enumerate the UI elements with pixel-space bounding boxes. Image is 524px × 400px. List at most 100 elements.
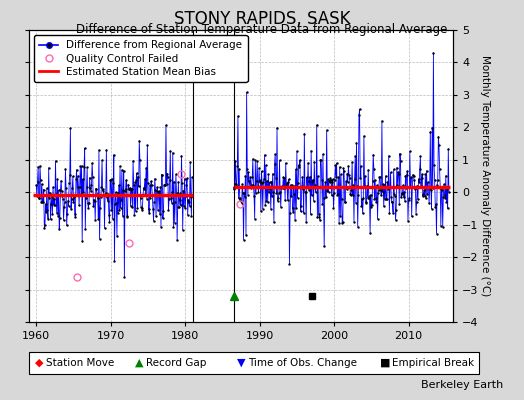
Point <box>312 184 320 190</box>
Point <box>429 184 437 191</box>
Point <box>286 210 294 216</box>
Point <box>233 162 242 169</box>
Point <box>163 174 172 180</box>
Point <box>445 189 453 195</box>
Point <box>112 200 121 206</box>
Point <box>336 213 344 219</box>
Point <box>115 182 123 188</box>
Point <box>246 174 255 180</box>
Point <box>374 189 383 196</box>
Point <box>352 140 361 146</box>
Point <box>305 174 314 180</box>
Point <box>346 191 354 197</box>
Point <box>88 182 96 188</box>
Point <box>419 193 427 200</box>
Point <box>406 148 414 155</box>
Point <box>411 185 420 191</box>
Point <box>266 186 275 192</box>
Point <box>49 201 58 208</box>
Point <box>234 113 242 119</box>
Point <box>80 164 88 170</box>
Point <box>314 210 323 217</box>
Point <box>260 176 268 182</box>
Point <box>318 200 326 207</box>
Point <box>304 187 313 193</box>
Point <box>415 179 423 185</box>
Point <box>85 200 93 206</box>
Point <box>250 192 258 199</box>
Point <box>93 195 102 201</box>
Point <box>430 177 439 183</box>
Point <box>112 189 120 195</box>
Point <box>414 196 422 203</box>
Point <box>442 199 451 206</box>
Point <box>378 118 386 124</box>
Point <box>310 159 319 165</box>
Point <box>143 195 151 202</box>
Point <box>149 218 158 224</box>
Point <box>82 184 91 191</box>
Point <box>134 174 142 180</box>
Point <box>314 173 322 179</box>
Point <box>308 178 316 185</box>
Point <box>288 205 297 211</box>
Point <box>401 198 409 204</box>
Point <box>142 165 150 171</box>
Point <box>66 172 74 179</box>
Point <box>94 216 103 222</box>
Point <box>150 199 158 205</box>
Point <box>420 187 428 194</box>
Point <box>92 185 100 192</box>
Point <box>421 171 430 177</box>
Text: ◆: ◆ <box>35 358 43 368</box>
Point <box>48 194 56 200</box>
Point <box>439 194 447 200</box>
Point <box>100 225 108 231</box>
Point <box>388 199 396 206</box>
Point <box>354 192 363 198</box>
Point <box>116 205 125 211</box>
Point <box>376 174 384 180</box>
Point <box>344 179 352 185</box>
Point <box>396 157 405 164</box>
Point <box>342 178 350 185</box>
Point <box>334 174 343 180</box>
Point <box>167 199 176 206</box>
Point <box>285 261 293 268</box>
Point <box>139 184 148 191</box>
Point <box>123 214 132 221</box>
Point <box>176 190 184 196</box>
Point <box>172 171 180 178</box>
Point <box>243 165 252 172</box>
Point <box>81 145 89 152</box>
Point <box>85 174 94 181</box>
Point <box>106 176 115 183</box>
Point <box>163 170 171 177</box>
Point <box>84 200 92 206</box>
Point <box>280 174 289 181</box>
Point <box>335 220 343 226</box>
Point <box>317 157 325 163</box>
Point <box>269 189 278 196</box>
Point <box>68 185 77 191</box>
Point <box>179 187 188 194</box>
Point <box>368 178 377 184</box>
Point <box>107 207 116 213</box>
Point <box>127 186 135 193</box>
Point <box>388 198 397 205</box>
Point <box>233 183 241 189</box>
Point <box>243 89 251 96</box>
Point <box>261 162 270 169</box>
Point <box>158 172 167 178</box>
Point <box>426 128 434 135</box>
Point <box>52 210 61 216</box>
Point <box>41 222 49 228</box>
Point <box>278 183 286 190</box>
Point <box>48 211 57 218</box>
Y-axis label: Monthly Temperature Anomaly Difference (°C): Monthly Temperature Anomaly Difference (… <box>480 55 490 297</box>
Point <box>440 181 448 188</box>
Point <box>332 160 341 166</box>
Point <box>232 181 241 188</box>
Point <box>308 192 316 198</box>
Point <box>435 166 444 172</box>
